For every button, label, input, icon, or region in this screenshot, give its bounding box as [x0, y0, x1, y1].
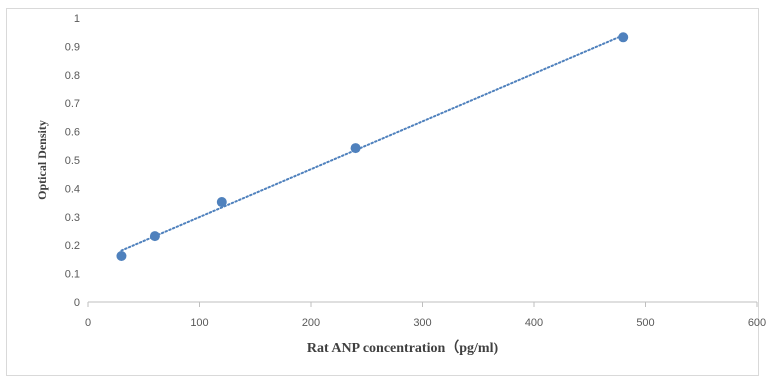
- y-tick-label: 0.1: [65, 269, 80, 281]
- y-tick-label: 0.7: [65, 98, 80, 110]
- x-tick-label: 600: [748, 317, 766, 329]
- y-tick-label: 1: [74, 13, 80, 25]
- x-tick-label: 100: [190, 317, 208, 329]
- chart-frame: [6, 8, 759, 376]
- data-point: [149, 231, 160, 242]
- y-tick-label: 0.3: [65, 212, 80, 224]
- trendline: [120, 34, 625, 252]
- x-tick-label: 400: [525, 317, 543, 329]
- y-tick-label: 0.8: [65, 70, 80, 82]
- y-tick-label: 0.5: [65, 155, 80, 167]
- x-tick-label: 300: [413, 317, 431, 329]
- x-axis-title: Rat ANP concentration（pg/ml): [307, 340, 499, 356]
- data-point: [350, 143, 361, 154]
- data-point: [618, 32, 629, 43]
- data-point: [116, 250, 127, 261]
- x-tick-label: 0: [85, 317, 91, 329]
- y-tick-label: 0.9: [65, 41, 80, 53]
- x-axis-ticks: [87, 302, 758, 307]
- y-axis-tick-labels: 0 0.1 0.2 0.3 0.4 0.5 0.6 0.7 0.8 0.9 1: [65, 13, 80, 309]
- x-tick-label: 200: [302, 317, 320, 329]
- x-axis-tick-labels: 0 100 200 300 400 500 600: [85, 317, 766, 329]
- y-tick-label: 0.2: [65, 240, 80, 252]
- y-tick-label: 0.4: [65, 183, 80, 195]
- y-tick-label: 0: [74, 297, 80, 309]
- data-points: [116, 32, 629, 261]
- y-axis-title: Optical Density: [35, 120, 49, 200]
- x-tick-label: 500: [636, 317, 654, 329]
- y-tick-label: 0.6: [65, 127, 80, 139]
- data-point: [216, 197, 227, 208]
